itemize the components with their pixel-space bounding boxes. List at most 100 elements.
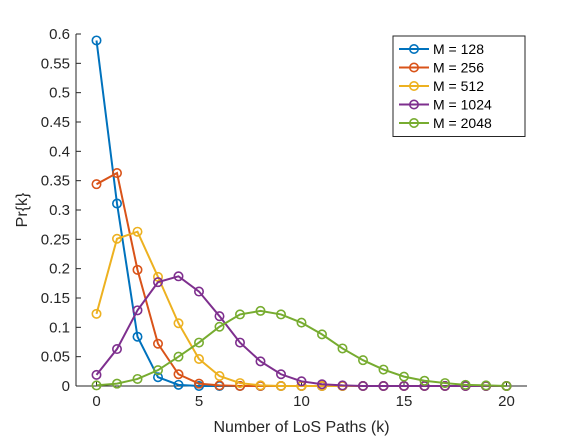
- data-point: [337, 343, 348, 354]
- x-tick-label: 5: [195, 393, 203, 410]
- data-point: [173, 271, 184, 282]
- data-point: [153, 277, 164, 288]
- x-tick-label: 10: [293, 393, 310, 410]
- data-point: [194, 354, 205, 365]
- data-point: [112, 168, 123, 179]
- y-tick-label: 0.3: [49, 202, 70, 219]
- data-point: [132, 373, 143, 384]
- data-point: [275, 380, 286, 391]
- data-point: [214, 371, 225, 382]
- data-point: [275, 369, 286, 380]
- data-point: [173, 369, 184, 380]
- data-point: [235, 309, 246, 320]
- data-point: [255, 356, 266, 367]
- y-tick-label: 0.35: [41, 173, 70, 190]
- legend-item: M = 1024: [399, 97, 492, 113]
- data-point: [173, 318, 184, 329]
- data-point: [132, 264, 143, 275]
- data-point: [357, 380, 368, 391]
- legend-item: M = 256: [399, 60, 484, 76]
- y-tick-label: 0.45: [41, 114, 70, 131]
- data-point: [153, 365, 164, 376]
- y-tick-label: 0.1: [49, 319, 70, 336]
- legend-label: M = 1024: [433, 97, 492, 113]
- y-tick-label: 0.4: [49, 143, 70, 160]
- y-tick-label: 0.25: [41, 231, 70, 248]
- y-tick-label: 0.05: [41, 349, 70, 366]
- data-point: [235, 380, 246, 391]
- data-point: [112, 233, 123, 244]
- x-tick-label: 20: [498, 393, 515, 410]
- data-point: [460, 379, 471, 390]
- data-point: [378, 364, 389, 375]
- data-point: [91, 308, 102, 319]
- y-tick-label: 0.15: [41, 290, 70, 307]
- data-point: [91, 369, 102, 380]
- data-point: [480, 380, 491, 391]
- data-point: [132, 305, 143, 316]
- legend-marker: [408, 99, 419, 110]
- data-point: [112, 344, 123, 355]
- y-tick-label: 0.55: [41, 55, 70, 72]
- data-point: [194, 286, 205, 297]
- data-point: [357, 355, 368, 366]
- legend-marker: [408, 43, 419, 54]
- legend-item: M = 2048: [399, 115, 492, 131]
- x-tick-label: 0: [92, 393, 100, 410]
- data-point: [439, 380, 450, 391]
- data-point: [214, 311, 225, 322]
- data-point: [296, 317, 307, 328]
- data-point: [439, 378, 450, 389]
- legend-marker: [408, 118, 419, 129]
- legend-item: M = 128: [399, 41, 484, 57]
- legend-label: M = 256: [433, 60, 484, 76]
- legend: M = 128 M = 256 M = 512 M = 1024 M = 2048: [392, 35, 526, 137]
- data-point: [501, 380, 512, 391]
- data-point: [255, 380, 266, 391]
- series-layer: [91, 35, 512, 391]
- data-point: [194, 337, 205, 348]
- data-point: [398, 371, 409, 382]
- data-point: [112, 378, 123, 389]
- data-point: [214, 380, 225, 391]
- data-point: [132, 331, 143, 342]
- legend-marker: [408, 62, 419, 73]
- data-point: [153, 338, 164, 349]
- data-point: [112, 198, 123, 209]
- axes: 0 0.05 0.1 0.15 0.2 0.25 0.3 0.35 0.4 0.45 0.5 0.55…: [41, 26, 527, 410]
- y-tick-label: 0: [62, 378, 70, 395]
- x-axis-label: Number of LoS Paths (k): [213, 419, 389, 436]
- data-point: [235, 337, 246, 348]
- legend-label: M = 512: [433, 78, 484, 94]
- legend-item: M = 512: [399, 78, 484, 94]
- y-axis-label: Pr{k}: [14, 192, 31, 227]
- data-point: [378, 380, 389, 391]
- data-point: [255, 305, 266, 316]
- data-point: [419, 380, 430, 391]
- data-point: [132, 226, 143, 237]
- series-5: [91, 305, 512, 391]
- data-point: [316, 379, 327, 390]
- data-point: [173, 379, 184, 390]
- y-tick-label: 0.6: [49, 26, 70, 43]
- data-point: [235, 378, 246, 389]
- series-line: [95, 275, 507, 387]
- legend-label: M = 128: [433, 41, 484, 57]
- data-point: [316, 329, 327, 340]
- data-point: [337, 380, 348, 391]
- data-point: [398, 380, 409, 391]
- legend-marker: [408, 81, 419, 92]
- data-point: [194, 378, 205, 389]
- data-point: [296, 376, 307, 387]
- data-point: [91, 35, 102, 46]
- data-point: [91, 179, 102, 190]
- data-point: [275, 309, 286, 320]
- data-point: [173, 351, 184, 362]
- data-point: [153, 372, 164, 383]
- legend-label: M = 2048: [433, 115, 492, 131]
- data-point: [153, 271, 164, 282]
- x-tick-label: 15: [396, 393, 413, 410]
- data-point: [91, 380, 102, 391]
